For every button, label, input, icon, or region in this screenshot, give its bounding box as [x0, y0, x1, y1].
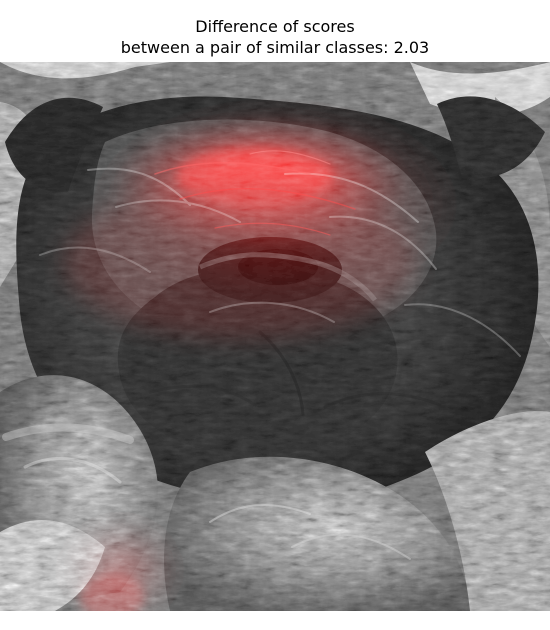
title-line-1: Difference of scores [195, 17, 355, 36]
title-line-2: between a pair of similar classes: 2.03 [120, 38, 430, 57]
dog-saliency-image [0, 62, 550, 611]
bottom-white-margin [0, 611, 550, 630]
saliency-image-panel [0, 62, 550, 611]
figure-title: Difference of scores between a pair of s… [0, 0, 550, 62]
red-tinted-hair-strands [154, 150, 356, 236]
saliency-heatmap [58, 99, 465, 611]
